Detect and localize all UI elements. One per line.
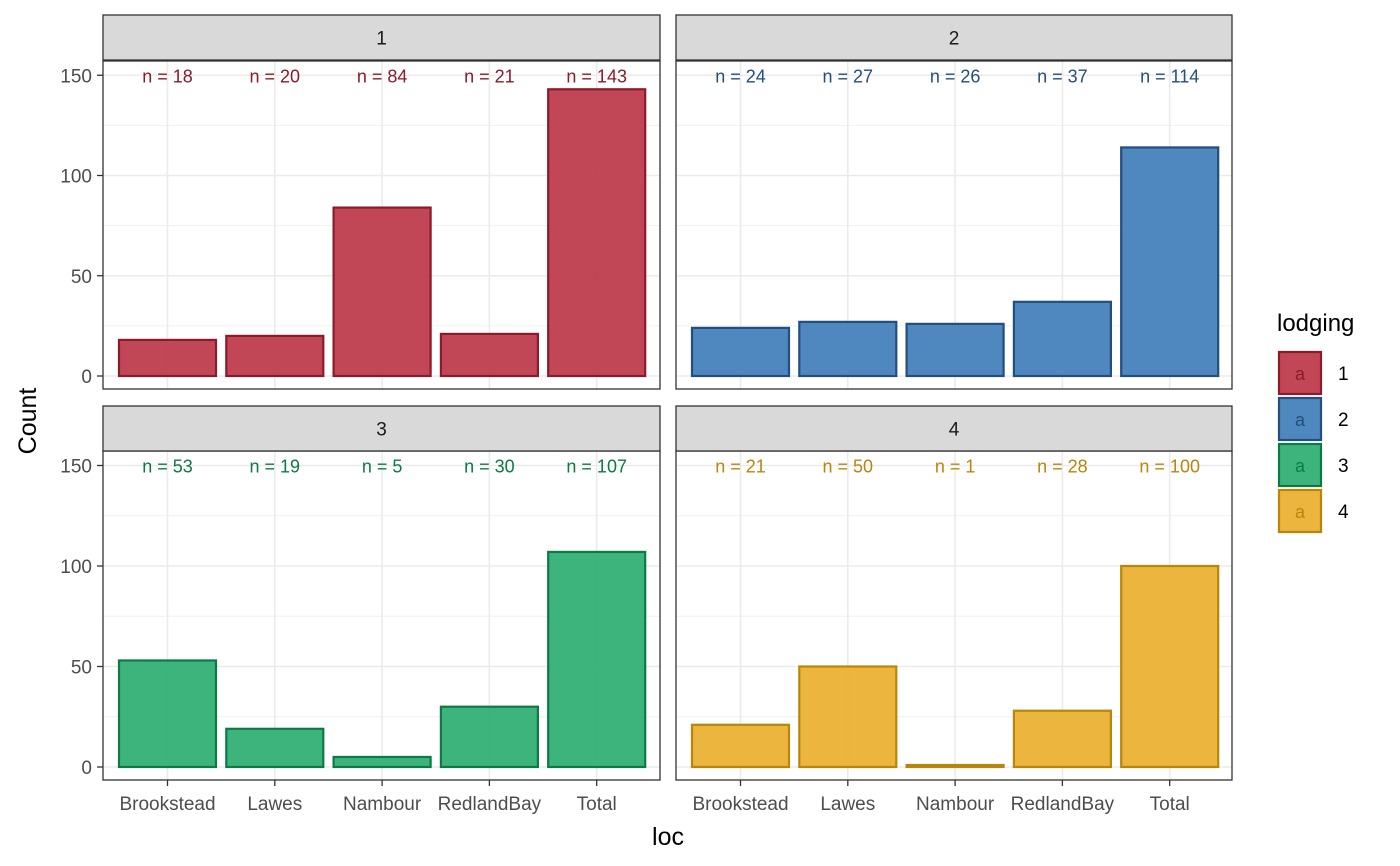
legend-key-glyph: a (1295, 364, 1306, 384)
x-tick-label: Nambour (916, 794, 995, 815)
bar-3-nambour (332, 755, 432, 769)
facet-strip-label: 4 (949, 420, 960, 441)
data-label: n = 5 (362, 457, 403, 477)
data-label: n = 26 (930, 66, 981, 86)
facet-strip-3 (102, 405, 661, 452)
bar-2-lawes (798, 320, 898, 378)
bar-3-total (547, 550, 647, 769)
bar-4-total (1120, 564, 1220, 769)
legend-key-1 (1277, 350, 1323, 396)
data-label: n = 84 (357, 66, 408, 86)
data-label: n = 27 (823, 66, 874, 86)
data-label: n = 53 (142, 457, 193, 477)
y-tick-label: 0 (81, 367, 92, 388)
data-label: n = 107 (566, 457, 627, 477)
bar-3-lawes (225, 727, 325, 769)
data-label: n = 24 (715, 66, 766, 86)
data-label: n = 37 (1037, 66, 1088, 86)
bar-1-total (547, 88, 647, 378)
legend-key-glyph: a (1295, 410, 1306, 430)
y-tick-label: 100 (60, 557, 92, 578)
data-label: n = 20 (250, 66, 301, 86)
legend-key-glyph: a (1295, 502, 1306, 522)
bar-2-redlandbay (1012, 300, 1113, 378)
y-tick-label: 50 (71, 267, 92, 288)
y-tick-label: 150 (60, 457, 92, 478)
facet-strip-4 (675, 405, 1233, 452)
data-label: n = 1 (935, 457, 976, 477)
x-axis-title: loc (652, 823, 684, 851)
x-tick-label: RedlandBay (438, 794, 542, 815)
x-tick-label: RedlandBay (1011, 794, 1115, 815)
bar-4-nambour (905, 763, 1005, 769)
legend-key-3 (1277, 442, 1323, 488)
panel-border-1 (102, 60, 661, 390)
y-tick-label: 150 (60, 66, 92, 87)
bar-1-lawes (225, 334, 325, 378)
facet-strip-2 (675, 14, 1233, 61)
bar-1-redlandbay (439, 332, 539, 378)
bar-1-brookstead (117, 338, 218, 378)
data-label: n = 28 (1037, 457, 1088, 477)
data-label: n = 143 (566, 66, 627, 86)
x-tick-label: Brookstead (692, 794, 788, 815)
legend-key-4 (1277, 488, 1323, 534)
data-label: n = 19 (250, 457, 301, 477)
x-tick-label: Total (1150, 794, 1190, 815)
y-tick-label: 50 (71, 658, 92, 679)
bar-3-redlandbay (439, 705, 539, 769)
facet-strip-label: 1 (376, 29, 387, 50)
bar-4-brookstead (690, 723, 791, 769)
data-label: n = 50 (823, 457, 874, 477)
legend-title: lodging (1277, 310, 1354, 337)
bar-1-nambour (332, 206, 432, 378)
legend-label: 2 (1338, 410, 1349, 431)
facet-strip-label: 3 (376, 420, 387, 441)
bar-2-brookstead (690, 326, 791, 378)
y-axis-title: Count (14, 388, 42, 455)
data-label: n = 21 (715, 457, 766, 477)
x-tick-label: Nambour (343, 794, 422, 815)
bar-4-lawes (798, 665, 898, 769)
x-tick-label: Brookstead (119, 794, 215, 815)
data-label: n = 18 (142, 66, 193, 86)
data-label: n = 30 (464, 457, 515, 477)
bar-3-brookstead (117, 659, 218, 769)
y-tick-label: 100 (60, 167, 92, 188)
data-label: n = 100 (1139, 457, 1200, 477)
bar-4-redlandbay (1012, 709, 1113, 769)
panel-border-2 (675, 60, 1233, 390)
legend-label: 1 (1338, 364, 1349, 385)
legend-label: 4 (1338, 502, 1349, 523)
legend-key-glyph: a (1295, 456, 1306, 476)
facet-strip-label: 2 (949, 29, 960, 50)
x-tick-label: Lawes (247, 794, 302, 815)
x-tick-label: Total (577, 794, 617, 815)
facet-strip-1 (102, 14, 661, 61)
legend-label: 3 (1338, 456, 1349, 477)
y-tick-label: 0 (81, 758, 92, 779)
bar-2-total (1120, 146, 1220, 378)
bar-2-nambour (905, 322, 1005, 378)
data-label: n = 21 (464, 66, 515, 86)
data-label: n = 114 (1140, 66, 1199, 86)
legend-key-2 (1277, 396, 1323, 442)
x-tick-label: Lawes (820, 794, 875, 815)
